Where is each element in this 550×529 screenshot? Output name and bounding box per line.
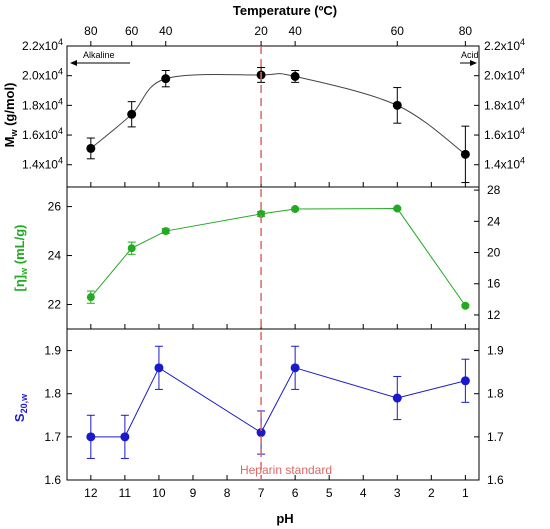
top-axis-tick-label: 80 <box>84 24 98 38</box>
top-axis-tick-label: 20 <box>254 24 268 38</box>
eta-right-tick-label: 16 <box>487 277 501 291</box>
x-tick-label: 4 <box>360 486 367 500</box>
s20w-right-tick-label: 1.6 <box>487 473 504 487</box>
alkaline-arrowhead <box>70 60 77 66</box>
y-axis-title-eta-sub: w <box>19 267 29 276</box>
x-tick-label: 5 <box>326 486 333 500</box>
eta-line <box>90 208 466 307</box>
top-axis-tick-label: 60 <box>125 24 139 38</box>
mw-right-tick-label: 1.8x104 <box>484 96 525 112</box>
alkaline-annotation: Alkaline <box>70 50 130 66</box>
heparin-standard-label: Heparin standard <box>240 463 332 477</box>
curves-layer <box>90 73 466 438</box>
y-axis-title-mw-rest: (g/mol) <box>2 83 17 130</box>
x-tick-label: 6 <box>292 486 299 500</box>
x-tick-label: 8 <box>224 486 231 500</box>
eta-point <box>257 209 266 218</box>
eta-right-tick-label: 28 <box>487 183 501 197</box>
mw-point <box>127 109 137 119</box>
eta-left-tick-label: 24 <box>48 249 62 263</box>
y-axis-title-s20w-sub: 20,w <box>19 393 29 414</box>
eta-left-tick-label: 22 <box>48 298 62 312</box>
top-axis-tick-label: 60 <box>391 24 405 38</box>
s20w-left-tick-label: 1.9 <box>44 344 61 358</box>
mw-point <box>460 149 470 159</box>
s20w-right-tick-label: 1.8 <box>487 387 504 401</box>
x-tick-label: 12 <box>84 486 98 500</box>
alkaline-label: Alkaline <box>83 50 115 60</box>
s20w-point <box>290 363 300 373</box>
x-tick-label: 1 <box>462 486 469 500</box>
y-axis-title-mw: Mw (g/mol) <box>2 83 19 148</box>
mw-left-tick-label: 2.2x104 <box>22 37 63 53</box>
s20w-point <box>120 432 130 442</box>
mw-right-tick-label: 1.4x104 <box>484 156 525 172</box>
mw-point <box>161 74 171 84</box>
y-axis-title-eta-rest: (mL/g) <box>12 225 27 268</box>
mw-right-tick-label: 1.6x104 <box>484 126 525 142</box>
y-axis-title-s20w-main: S <box>12 413 27 422</box>
mw-left-tick-label: 1.6x104 <box>22 126 63 142</box>
eta-point <box>161 227 170 236</box>
s20w-point <box>460 376 470 386</box>
eta-point <box>393 204 402 213</box>
top-axis-tick-label: 80 <box>459 24 473 38</box>
s20w-line <box>90 367 466 438</box>
mw-point <box>86 143 96 153</box>
acid-label: Acid <box>461 50 479 60</box>
x-tick-label: 9 <box>190 486 197 500</box>
eta-point <box>86 293 95 302</box>
s20w-left-tick-label: 1.7 <box>44 430 61 444</box>
mw-point <box>392 100 402 110</box>
s20w-left-tick-label: 1.8 <box>44 387 61 401</box>
mw-left-tick-label: 1.8x104 <box>22 96 63 112</box>
eta-right-tick-label: 24 <box>487 214 501 228</box>
s20w-left-tick-label: 1.6 <box>44 473 61 487</box>
panel-frame-middle <box>66 186 480 330</box>
y-axis-title-mw-main: M <box>2 137 17 148</box>
panel-frame-bottom <box>66 328 480 481</box>
points-layer <box>86 67 470 459</box>
acid-arrowhead <box>470 60 477 66</box>
eta-left-tick-label: 26 <box>48 200 62 214</box>
s20w-point <box>392 393 402 403</box>
eta-right-tick-label: 20 <box>487 246 501 260</box>
y-axis-title-eta-main: [η] <box>12 275 27 292</box>
acid-annotation: Acid <box>460 50 479 66</box>
y-axis-title-mw-sub: w <box>9 129 19 138</box>
x-tick-label: 11 <box>119 486 132 500</box>
ticks-layer: 12 11 10 9 8 7 6 5 4 3 2 1 80 60 40 20 40 60 80 1.4x104 1.4x… <box>22 24 525 500</box>
s20w-right-tick-label: 1.9 <box>487 344 504 358</box>
mw-curve <box>90 73 466 155</box>
x-tick-label: 3 <box>394 486 401 500</box>
top-axis-tick-label: 40 <box>288 24 302 38</box>
mw-point <box>290 71 300 81</box>
x-axis-title: pH <box>276 511 293 526</box>
s20w-point <box>86 432 96 442</box>
y-axis-title-eta: [η]w (mL/g) <box>12 225 29 292</box>
eta-right-tick-label: 12 <box>487 308 501 322</box>
mw-left-tick-label: 2.0x104 <box>22 67 63 83</box>
top-axis-title: Temperature (ºC) <box>233 3 337 18</box>
eta-point <box>461 301 470 310</box>
x-tick-label: 2 <box>428 486 435 500</box>
mw-right-tick-label: 2.2x104 <box>484 37 525 53</box>
s20w-right-tick-label: 1.7 <box>487 430 504 444</box>
x-tick-label: 10 <box>152 486 166 500</box>
eta-point <box>127 244 136 253</box>
mw-right-tick-label: 2.0x104 <box>484 67 525 83</box>
top-axis-tick-label: 40 <box>159 24 173 38</box>
eta-point <box>291 205 300 214</box>
s20w-point <box>154 363 164 373</box>
y-axis-title-s20w: S20,w <box>12 393 29 422</box>
mw-left-tick-label: 1.4x104 <box>22 156 63 172</box>
x-tick-label: 7 <box>258 486 265 500</box>
s20w-point <box>256 428 266 438</box>
